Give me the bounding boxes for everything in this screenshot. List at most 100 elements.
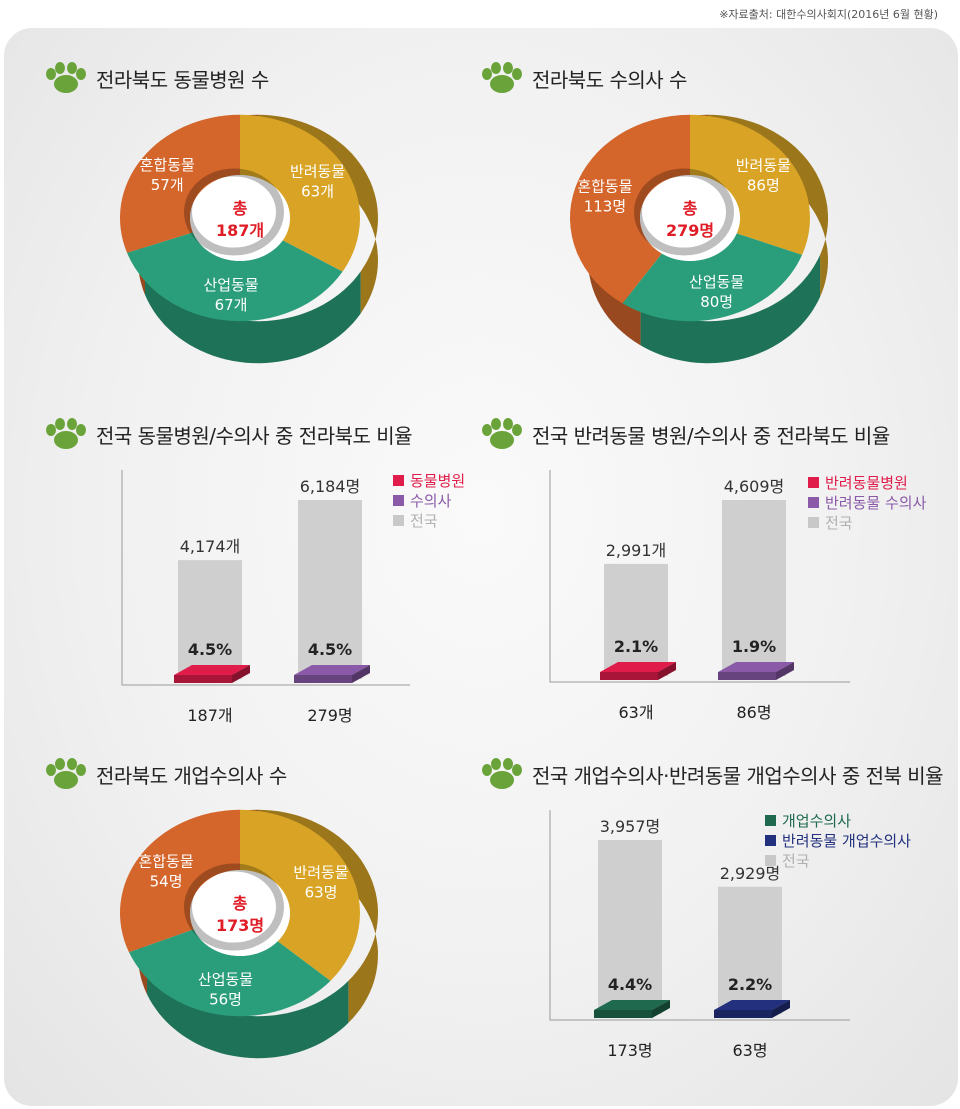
slice-name-label: 반려동물 bbox=[290, 162, 345, 180]
slice-name-label: 산업동물 bbox=[689, 273, 744, 291]
bar-percent-label: 2.1% bbox=[614, 637, 658, 656]
bar-part-front bbox=[294, 675, 352, 683]
slice-value-label: 56명 bbox=[209, 991, 242, 1009]
axis-line bbox=[549, 810, 850, 1021]
bar-part-top bbox=[714, 1000, 790, 1010]
donut-slice bbox=[570, 114, 690, 304]
slice-value-label: 54명 bbox=[150, 872, 183, 890]
section-title-text: 전라북도 동물병원 수 bbox=[96, 67, 269, 92]
bar-part-side bbox=[776, 662, 794, 680]
bar-part-side bbox=[652, 1000, 670, 1018]
paw-icon bbox=[46, 418, 86, 449]
legend-swatch bbox=[808, 517, 819, 528]
slice-value-label: 57개 bbox=[151, 176, 184, 194]
bar-part-side bbox=[658, 662, 676, 680]
bar-part-front bbox=[174, 675, 232, 683]
legend-swatch bbox=[765, 835, 776, 846]
center-total-value: 173명 bbox=[216, 916, 264, 935]
bar-part-label: 173명 bbox=[607, 1041, 652, 1060]
axis-line bbox=[121, 470, 410, 686]
donut-slice bbox=[120, 809, 240, 953]
section-title-national-ratio: 전국 동물병원/수의사 중 전라북도 비율 bbox=[44, 418, 413, 450]
slice-value-label: 63명 bbox=[305, 883, 338, 901]
bar-part-top bbox=[294, 665, 370, 675]
bar-part-front bbox=[600, 672, 658, 680]
bar-total-label: 4,174개 bbox=[180, 537, 241, 556]
bar-percent-label: 4.5% bbox=[188, 640, 232, 659]
legend-swatch bbox=[765, 815, 776, 826]
paw-icon bbox=[482, 418, 522, 449]
legend-swatch bbox=[393, 515, 404, 526]
bar-part-top bbox=[594, 1000, 670, 1010]
donut-slice-side bbox=[708, 114, 828, 297]
section-title-hospitals: 전라북도 동물병원 수 bbox=[44, 62, 269, 94]
axis-line bbox=[549, 470, 850, 683]
bar-part-top bbox=[600, 662, 676, 672]
slice-value-label: 63개 bbox=[301, 182, 334, 200]
slice-name-label: 산업동물 bbox=[203, 276, 258, 294]
bar-national bbox=[598, 840, 662, 1014]
donut-hole bbox=[640, 175, 740, 261]
bar-national bbox=[298, 500, 362, 679]
bar-part-label: 86명 bbox=[736, 703, 771, 722]
legend-label: 반려동물 개업수의사 bbox=[782, 832, 911, 850]
legend-swatch bbox=[808, 477, 819, 488]
legend-label: 개업수의사 bbox=[782, 812, 851, 830]
bar-part-side bbox=[772, 1000, 790, 1018]
bar-part-label: 279명 bbox=[307, 706, 352, 725]
slice-name-label: 산업동물 bbox=[198, 971, 253, 989]
legend-swatch bbox=[393, 495, 404, 506]
legend-label: 동물병원 bbox=[410, 472, 465, 490]
donut-slice bbox=[622, 233, 803, 322]
donut-hole-shadow bbox=[634, 168, 734, 256]
section-title-text: 전라북도 수의사 수 bbox=[532, 67, 687, 92]
center-total-label: 총 bbox=[233, 199, 248, 218]
legend-label: 전국 bbox=[825, 514, 853, 532]
donut-slice-side bbox=[640, 254, 821, 364]
bar-national bbox=[604, 563, 668, 676]
bar-part-front bbox=[714, 1010, 772, 1018]
slice-name-label: 혼합동물 bbox=[577, 177, 632, 195]
bar-percent-label: 4.5% bbox=[308, 640, 352, 659]
legend-label: 수의사 bbox=[410, 492, 452, 510]
bar-national bbox=[178, 560, 242, 679]
slice-name-label: 반려동물 bbox=[293, 863, 348, 881]
bar-national bbox=[718, 886, 782, 1014]
bar-part-top bbox=[718, 662, 794, 672]
legend-label: 전국 bbox=[782, 852, 810, 870]
donut-slice bbox=[690, 114, 810, 255]
donut-slice bbox=[129, 929, 331, 1017]
bar-total-label: 2,929명 bbox=[720, 864, 781, 883]
donut-hole bbox=[190, 870, 290, 956]
slice-name-label: 혼합동물 bbox=[140, 156, 195, 174]
bar-part-side bbox=[232, 665, 250, 683]
slice-value-label: 86명 bbox=[747, 177, 780, 195]
paw-icon bbox=[482, 758, 522, 789]
slice-value-label: 80명 bbox=[700, 293, 733, 311]
donut-slice-side bbox=[258, 114, 378, 314]
section-title-text: 전국 동물병원/수의사 중 전라북도 비율 bbox=[96, 423, 413, 448]
donut-hole-shadow bbox=[184, 863, 284, 951]
bar-total-label: 2,991개 bbox=[606, 541, 667, 560]
legend-label: 반려동물병원 bbox=[825, 474, 908, 492]
center-total-value: 187개 bbox=[216, 221, 264, 240]
bar-percent-label: 1.9% bbox=[732, 637, 776, 656]
donut-slice-side bbox=[145, 252, 361, 364]
slice-value-label: 113명 bbox=[584, 197, 626, 215]
section-title-practicing-vets: 전라북도 개업수의사 수 bbox=[44, 758, 287, 790]
section-title-text: 전라북도 개업수의사 수 bbox=[96, 763, 287, 788]
section-title-vets: 전라북도 수의사 수 bbox=[480, 62, 687, 94]
bar-part-label: 187개 bbox=[187, 706, 232, 725]
donut-hole-shadow bbox=[184, 168, 284, 256]
section-title-text: 전국 개업수의사·반려동물 개업수의사 중 전북 비율 bbox=[532, 763, 944, 788]
legend-label: 반려동물 수의사 bbox=[825, 494, 927, 512]
legend-swatch bbox=[765, 855, 776, 866]
legend-swatch bbox=[393, 475, 404, 486]
donut-slice bbox=[127, 232, 343, 322]
bar-part-side bbox=[352, 665, 370, 683]
bar-national bbox=[722, 500, 786, 676]
